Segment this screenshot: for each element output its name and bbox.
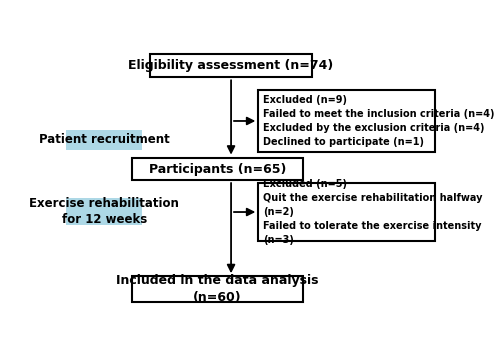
Text: Exercise rehabilitation
for 12 weeks: Exercise rehabilitation for 12 weeks <box>29 197 179 226</box>
Text: Participants (n=65): Participants (n=65) <box>149 163 286 176</box>
Text: Eligibility assessment (n=74): Eligibility assessment (n=74) <box>128 59 334 72</box>
FancyBboxPatch shape <box>132 276 303 302</box>
Text: Patient recruitment: Patient recruitment <box>39 133 170 147</box>
FancyBboxPatch shape <box>132 158 303 180</box>
Text: Included in the data analysis
(n=60): Included in the data analysis (n=60) <box>116 274 319 304</box>
Text: Excluded (n=5)
Quit the exercise rehabilitation halfway
(n=2)
Failed to tolerate: Excluded (n=5) Quit the exercise rehabil… <box>263 179 482 245</box>
FancyBboxPatch shape <box>150 54 312 77</box>
Text: Excluded (n=9)
Failed to meet the inclusion criteria (n=4)
Excluded by the exclu: Excluded (n=9) Failed to meet the inclus… <box>263 95 494 147</box>
FancyBboxPatch shape <box>66 130 142 150</box>
FancyBboxPatch shape <box>66 198 142 225</box>
FancyBboxPatch shape <box>258 183 434 241</box>
FancyBboxPatch shape <box>258 90 434 152</box>
